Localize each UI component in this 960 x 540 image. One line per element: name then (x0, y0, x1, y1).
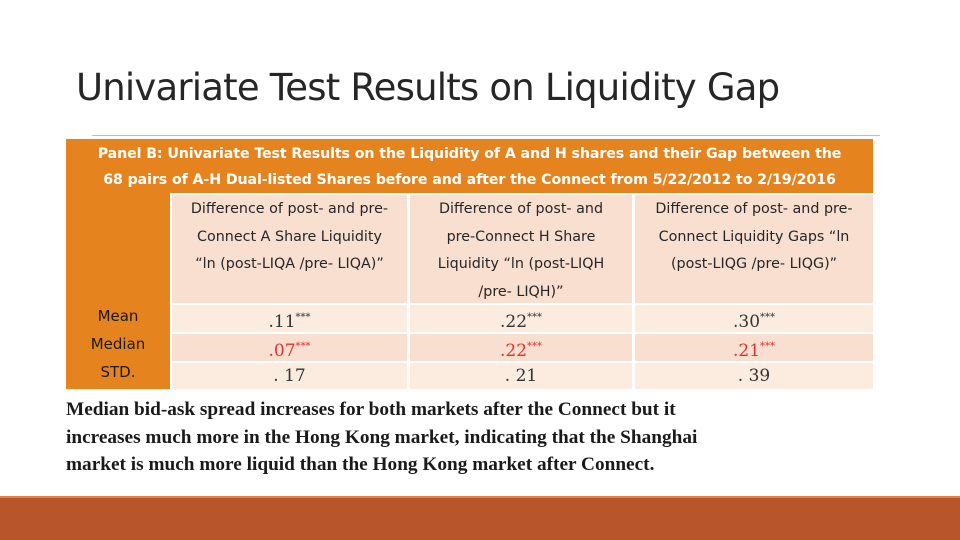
column-header-gap: Difference of post- and pre- Connect Liq… (635, 195, 873, 303)
mean-a-share-cell: .11*** (172, 305, 407, 332)
column-header-line: pre-Connect H Share (446, 228, 596, 245)
column-header-line: “ln (post-LIQA /pre- LIQA)” (195, 256, 384, 272)
median-h-share-cell: .22*** (410, 334, 632, 361)
panel-header-line1: Panel B: Univariate Test Results on the … (97, 146, 842, 162)
cell-value: .22 (499, 341, 528, 361)
row-label-median: Median (90, 335, 146, 353)
significance-stars: *** (527, 341, 543, 352)
column-header-line: /pre- LIQH)” (478, 283, 564, 300)
median-a-share-cell: .07*** (172, 334, 407, 361)
cell-value: .07 (268, 341, 296, 361)
panel-header-line2: 68 pairs of A-H Dual-listed Shares befor… (103, 172, 836, 188)
column-header-line: Difference of post- and pre- (190, 201, 389, 217)
column-header-line: Connect A Share Liquidity (197, 228, 382, 245)
significance-stars: *** (295, 312, 311, 323)
mean-h-share-cell: .22*** (410, 305, 632, 332)
title-divider (92, 135, 880, 136)
column-header-h-share: Difference of post- and pre-Connect H Sh… (410, 195, 632, 303)
column-header-line: Difference of post- and (438, 201, 604, 217)
cell-value: .30 (732, 312, 761, 332)
row-label-column: Mean Median STD. (66, 193, 170, 389)
significance-stars: *** (527, 312, 543, 323)
column-header-line: Difference of post- and pre- (655, 201, 853, 217)
results-table: Panel B: Univariate Test Results on the … (66, 139, 873, 389)
cell-value: .11 (268, 312, 296, 332)
row-label-mean: Mean (97, 307, 139, 325)
cell-value: . 17 (273, 366, 306, 386)
column-header-line: (post-LIQG /pre- LIQG)” (670, 256, 838, 272)
panel-header: Panel B: Univariate Test Results on the … (66, 139, 873, 193)
significance-stars: *** (760, 312, 776, 323)
footer-bar (0, 498, 960, 540)
significance-stars: *** (295, 341, 311, 352)
std-a-share-cell: . 17 (172, 363, 407, 389)
column-header-a-share: Difference of post- and pre- Connect A S… (172, 195, 407, 303)
column-header-line: Connect Liquidity Gaps “ln (658, 228, 850, 245)
cell-value: .22 (499, 312, 528, 332)
footer-accent-line (0, 496, 960, 499)
row-label-std: STD. (100, 363, 136, 381)
cell-value: .21 (732, 341, 761, 361)
std-gap-cell: . 39 (635, 363, 873, 389)
cell-value: . 39 (737, 366, 771, 386)
median-gap-cell: .21*** (635, 334, 873, 361)
mean-gap-cell: .30*** (635, 305, 873, 332)
significance-stars: *** (760, 341, 776, 352)
slide-title: Univariate Test Results on Liquidity Gap (76, 66, 780, 109)
cell-value: . 21 (504, 366, 538, 386)
conclusion-text: Median bid-ask spread increases for both… (66, 399, 698, 475)
std-h-share-cell: . 21 (410, 363, 632, 389)
column-header-line: Liquidity “ln (post-LIQH (437, 256, 605, 272)
